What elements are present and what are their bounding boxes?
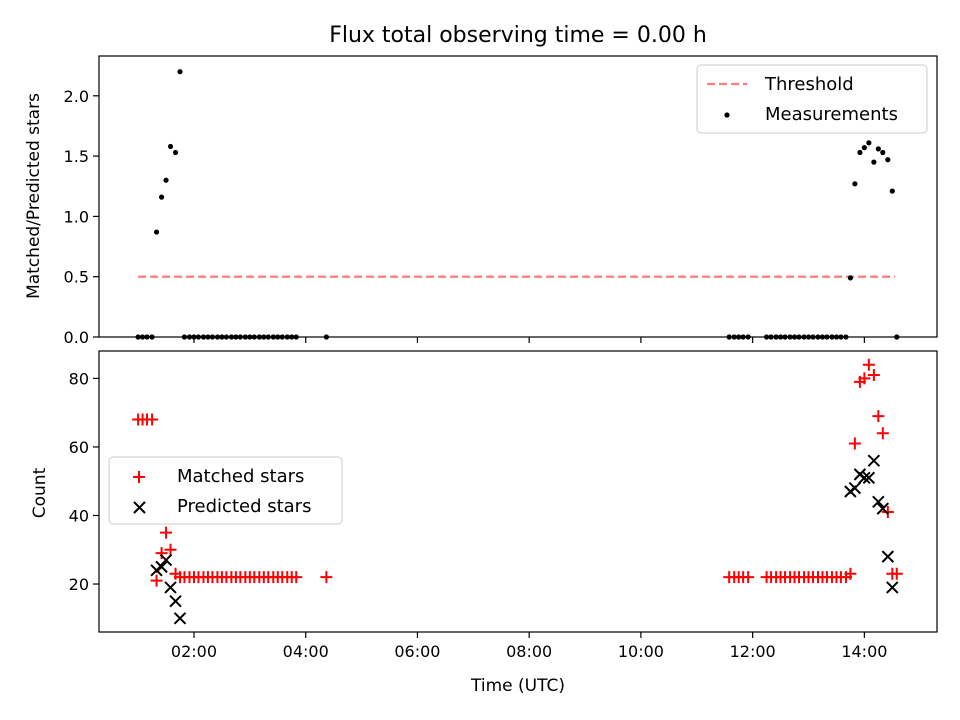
measurement-point: [861, 145, 867, 151]
matched-point: [290, 571, 303, 584]
matched-point: [164, 543, 177, 556]
legend-predicted-marker: [133, 501, 146, 514]
matched-point: [742, 571, 755, 584]
legend-matched-label: Matched stars: [177, 466, 304, 487]
matched-point: [876, 427, 889, 440]
x-tick-label: 02:00: [171, 642, 217, 661]
measurement-point: [871, 159, 877, 165]
measurement-point: [852, 181, 858, 187]
legend-predicted-label: Predicted stars: [177, 496, 311, 517]
predicted-point: [169, 594, 182, 608]
legend-threshold-label: Threshold: [764, 74, 854, 95]
bottom-axes: Count Time (UTC) 02:00 04:00 06:00 08:00 10:…: [30, 350, 938, 696]
x-tick-label: 12:00: [730, 642, 776, 661]
bottom-series-matched-stars: [132, 358, 903, 587]
bottom-legend-box: [108, 456, 343, 525]
predicted-point: [155, 560, 168, 574]
chart-title: Flux total observing time = 0.00 h: [329, 23, 707, 48]
top-axes: Matched/Predicted stars 0.0 0.5 1.0 1.5 2.0: [24, 55, 938, 347]
measurement-point: [847, 275, 854, 281]
x-tick-label: 04:00: [283, 642, 329, 661]
top-y-tick-label: 1.5: [64, 147, 89, 166]
predicted-point: [886, 581, 899, 594]
matched-point: [160, 526, 173, 539]
measurement-point: [857, 149, 863, 156]
predicted-point: [159, 553, 173, 567]
bottom-legend: Matched stars Predicted stars: [108, 456, 343, 525]
top-y-tick-label: 0.5: [64, 268, 89, 287]
predicted-point: [872, 495, 885, 508]
x-tick-label: 14:00: [841, 642, 887, 661]
measurement-point: [880, 149, 886, 156]
predicted-point: [867, 454, 881, 467]
matched-point: [867, 368, 880, 381]
matched-point: [858, 372, 871, 385]
top-legend-box: [696, 64, 928, 134]
legend-measurements-marker: [724, 112, 730, 118]
predicted-point: [858, 471, 871, 485]
predicted-point: [876, 502, 890, 515]
matched-point: [146, 413, 159, 426]
matched-point: [890, 567, 903, 580]
measurement-point: [158, 194, 165, 200]
matched-point: [844, 567, 857, 580]
predicted-point: [164, 581, 177, 594]
predicted-point: [881, 550, 895, 563]
matched-point: [848, 437, 861, 450]
bottom-y-tick-label: 60: [69, 438, 89, 457]
bottom-series-predicted-stars: [150, 454, 899, 625]
measurement-point: [153, 229, 160, 235]
bottom-y-tick-label: 20: [69, 575, 89, 594]
matched-point: [320, 571, 333, 584]
top-y-axis-label: Matched/Predicted stars: [24, 93, 44, 299]
x-tick-label: 06:00: [394, 642, 440, 661]
x-tick-label: 10:00: [618, 642, 664, 661]
matched-point: [150, 574, 163, 587]
top-plot-frame: [98, 55, 938, 338]
measurement-point: [875, 146, 881, 152]
measurement-point: [885, 157, 891, 163]
legend-measurements-label: Measurements: [765, 104, 898, 125]
predicted-point: [848, 481, 862, 495]
top-y-tick-label: 2.0: [64, 87, 89, 106]
predicted-point: [862, 471, 876, 485]
top-y-tick-label: 0.0: [64, 328, 89, 347]
bottom-plot-frame: [98, 350, 938, 633]
matched-point: [155, 547, 168, 560]
measurement-point: [172, 149, 179, 156]
measurement-point: [866, 140, 872, 146]
matched-point: [881, 506, 894, 519]
x-axis-label: Time (UTC): [470, 676, 565, 696]
x-tick-label: 08:00: [506, 642, 552, 661]
matched-point: [862, 358, 875, 371]
bottom-y-tick-label: 80: [69, 369, 89, 388]
bottom-y-tick-label: 40: [69, 506, 89, 525]
top-y-tick-label: 1.0: [64, 207, 89, 226]
legend-matched-marker: [133, 471, 145, 483]
matched-point: [872, 410, 885, 423]
measurement-point: [163, 177, 169, 183]
bottom-y-axis-label: Count: [30, 467, 50, 518]
measurement-point: [177, 69, 183, 75]
measurement-point: [889, 188, 895, 194]
top-legend: Threshold Measurements: [696, 64, 928, 134]
predicted-point: [173, 612, 187, 625]
measurement-point: [167, 143, 174, 150]
